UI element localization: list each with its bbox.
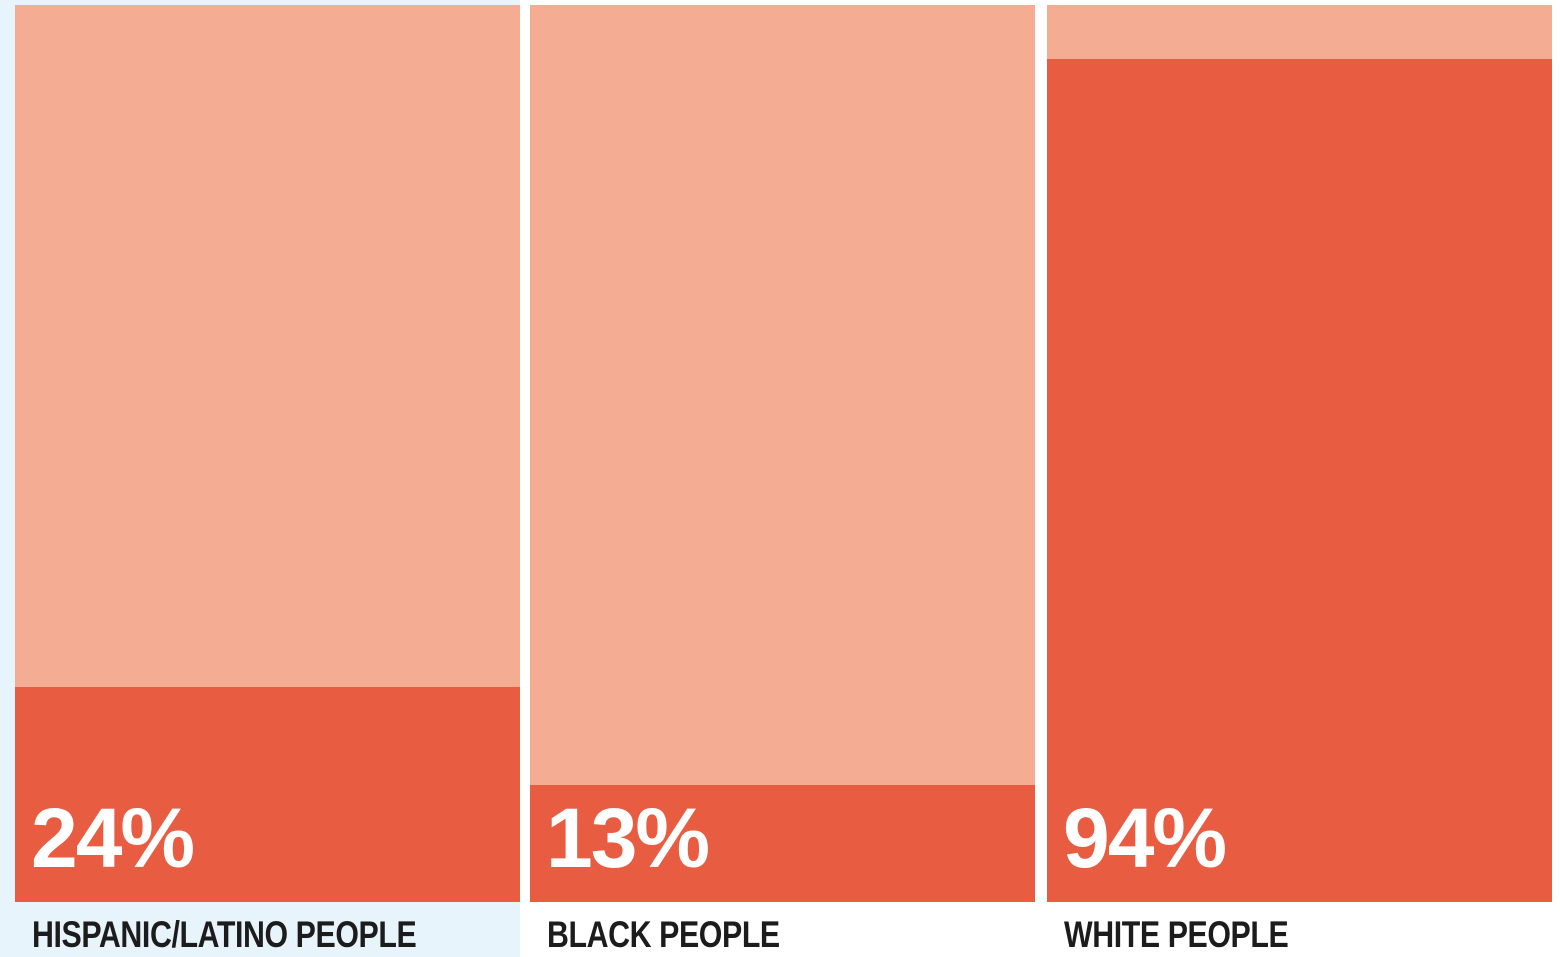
category-label: WHITE PEOPLE [1064, 914, 1289, 955]
category-label: HISPANIC/LATINO PEOPLE [32, 914, 417, 955]
bar-fill [1047, 58, 1552, 902]
bar-fill [530, 785, 1035, 902]
bar-column: 13% [530, 5, 1035, 902]
bar-fill [15, 686, 520, 902]
value-label: 24% [31, 791, 195, 885]
bar-column: 24% [15, 5, 520, 902]
category-label: BLACK PEOPLE [547, 914, 780, 955]
value-label: 94% [1063, 791, 1227, 885]
bar-background [530, 5, 1035, 902]
value-label: 13% [546, 791, 710, 885]
bar-column: 94% [1047, 5, 1552, 902]
